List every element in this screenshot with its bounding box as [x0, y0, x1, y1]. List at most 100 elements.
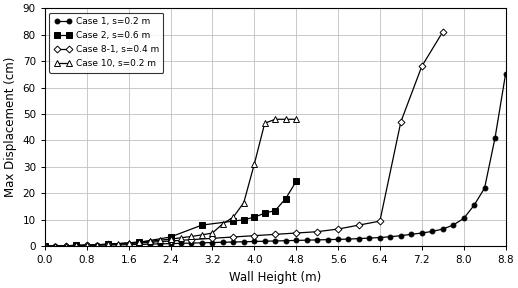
Case 8-1, s=0.4 m: [189, 238, 195, 241]
Case 1, s=0.2 m: [178, 242, 184, 245]
Case 10, s=0.2 m: [262, 122, 268, 125]
Case 1, s=0.2 m: [461, 217, 467, 220]
Case 8-1, s=0.4 m: [356, 223, 362, 227]
Case 1, s=0.2 m: [147, 242, 153, 246]
Case 1, s=0.2 m: [209, 241, 215, 244]
Case 10, s=0.2 m: [94, 243, 100, 247]
Case 10, s=0.2 m: [147, 240, 153, 243]
Case 8-1, s=0.4 m: [167, 239, 174, 243]
Case 10, s=0.2 m: [125, 241, 132, 245]
Case 1, s=0.2 m: [282, 239, 289, 242]
Case 8-1, s=0.4 m: [440, 30, 446, 34]
Case 10, s=0.2 m: [73, 244, 79, 247]
Case 1, s=0.2 m: [429, 230, 435, 233]
Case 8-1, s=0.4 m: [335, 227, 341, 231]
Case 8-1, s=0.4 m: [293, 231, 299, 235]
Case 1, s=0.2 m: [94, 243, 100, 247]
Case 8-1, s=0.4 m: [314, 230, 320, 234]
Case 1, s=0.2 m: [251, 240, 257, 243]
Case 1, s=0.2 m: [136, 243, 142, 246]
Case 1, s=0.2 m: [73, 244, 79, 247]
Case 10, s=0.2 m: [83, 243, 90, 247]
Case 10, s=0.2 m: [209, 231, 215, 235]
Case 1, s=0.2 m: [481, 186, 487, 190]
Case 1, s=0.2 m: [189, 241, 195, 245]
Case 1, s=0.2 m: [220, 240, 226, 244]
Case 10, s=0.2 m: [220, 222, 226, 226]
Case 1, s=0.2 m: [366, 236, 372, 240]
Case 1, s=0.2 m: [346, 237, 352, 241]
Case 1, s=0.2 m: [471, 204, 477, 207]
Case 1, s=0.2 m: [105, 243, 111, 247]
Case 1, s=0.2 m: [157, 242, 163, 246]
Case 1, s=0.2 m: [293, 239, 299, 242]
Case 1, s=0.2 m: [304, 238, 310, 242]
Case 1, s=0.2 m: [492, 136, 498, 139]
Case 2, s=0.6 m: [199, 223, 205, 227]
Case 1, s=0.2 m: [398, 234, 404, 237]
Case 8-1, s=0.4 m: [377, 219, 383, 223]
Case 1, s=0.2 m: [125, 243, 132, 247]
Case 1, s=0.2 m: [324, 238, 330, 241]
Case 10, s=0.2 m: [157, 238, 163, 242]
Case 1, s=0.2 m: [356, 237, 362, 240]
Case 1, s=0.2 m: [199, 241, 205, 245]
Case 10, s=0.2 m: [189, 235, 195, 238]
Case 8-1, s=0.4 m: [398, 120, 404, 124]
Case 10, s=0.2 m: [105, 242, 111, 246]
Case 1, s=0.2 m: [440, 227, 446, 231]
Case 1, s=0.2 m: [335, 238, 341, 241]
Case 1, s=0.2 m: [230, 240, 236, 244]
Case 2, s=0.6 m: [73, 244, 79, 247]
Case 1, s=0.2 m: [167, 242, 174, 245]
Case 8-1, s=0.4 m: [209, 236, 215, 240]
Case 1, s=0.2 m: [115, 243, 121, 247]
Case 10, s=0.2 m: [293, 118, 299, 121]
Case 1, s=0.2 m: [419, 231, 425, 235]
Case 1, s=0.2 m: [502, 73, 509, 76]
Case 2, s=0.6 m: [230, 219, 236, 223]
Case 1, s=0.2 m: [63, 244, 69, 247]
Case 8-1, s=0.4 m: [147, 240, 153, 244]
Case 10, s=0.2 m: [115, 242, 121, 245]
Case 10, s=0.2 m: [167, 237, 174, 241]
Case 1, s=0.2 m: [377, 236, 383, 239]
Case 8-1, s=0.4 m: [83, 243, 90, 247]
Case 1, s=0.2 m: [314, 238, 320, 242]
Case 8-1, s=0.4 m: [419, 65, 425, 68]
Case 8-1, s=0.4 m: [63, 244, 69, 247]
Case 8-1, s=0.4 m: [125, 242, 132, 245]
Case 1, s=0.2 m: [241, 240, 247, 243]
Case 10, s=0.2 m: [241, 201, 247, 204]
Case 10, s=0.2 m: [52, 244, 59, 248]
Line: Case 1, s=0.2 m: Case 1, s=0.2 m: [42, 72, 508, 249]
Case 10, s=0.2 m: [63, 244, 69, 247]
Case 8-1, s=0.4 m: [105, 243, 111, 246]
Case 2, s=0.6 m: [293, 180, 299, 183]
Case 2, s=0.6 m: [241, 218, 247, 221]
Case 1, s=0.2 m: [262, 240, 268, 243]
Case 2, s=0.6 m: [282, 197, 289, 200]
X-axis label: Wall Height (m): Wall Height (m): [229, 271, 321, 284]
Case 2, s=0.6 m: [42, 245, 48, 248]
Case 8-1, s=0.4 m: [272, 233, 278, 236]
Case 2, s=0.6 m: [167, 235, 174, 239]
Case 1, s=0.2 m: [52, 244, 59, 248]
Case 1, s=0.2 m: [42, 245, 48, 248]
Case 10, s=0.2 m: [251, 162, 257, 166]
Case 8-1, s=0.4 m: [230, 235, 236, 239]
Case 10, s=0.2 m: [136, 240, 142, 244]
Y-axis label: Max Displacement (cm): Max Displacement (cm): [4, 57, 17, 197]
Case 2, s=0.6 m: [262, 211, 268, 215]
Case 2, s=0.6 m: [272, 209, 278, 212]
Case 1, s=0.2 m: [387, 235, 394, 238]
Line: Case 8-1, s=0.4 m: Case 8-1, s=0.4 m: [42, 30, 445, 249]
Case 10, s=0.2 m: [282, 118, 289, 121]
Case 1, s=0.2 m: [450, 223, 456, 227]
Case 1, s=0.2 m: [408, 233, 414, 236]
Case 8-1, s=0.4 m: [251, 234, 257, 237]
Line: Case 10, s=0.2 m: Case 10, s=0.2 m: [42, 116, 299, 249]
Case 10, s=0.2 m: [42, 245, 48, 248]
Case 1, s=0.2 m: [272, 239, 278, 243]
Case 10, s=0.2 m: [178, 236, 184, 240]
